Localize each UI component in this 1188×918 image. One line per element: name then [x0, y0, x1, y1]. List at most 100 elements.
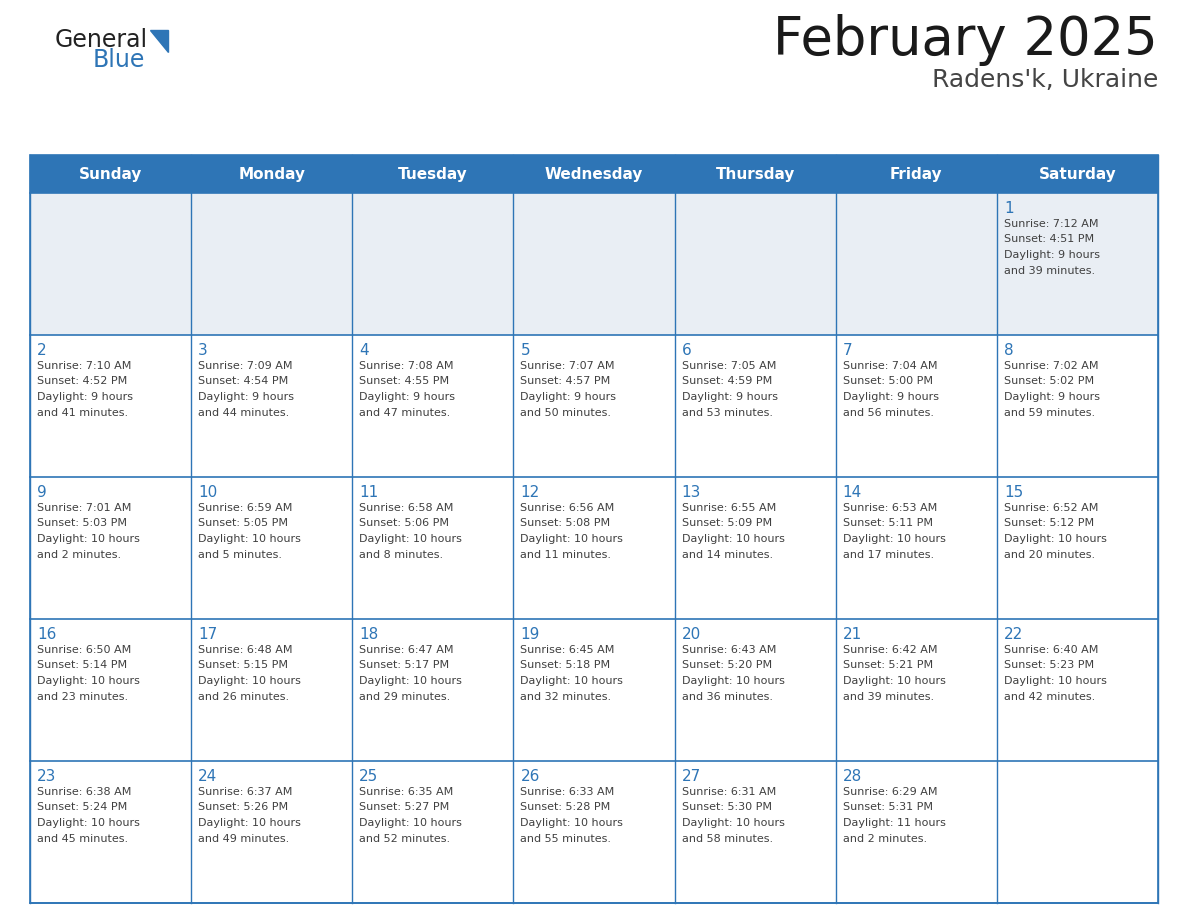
Text: Daylight: 10 hours: Daylight: 10 hours [198, 676, 301, 686]
Text: Sunrise: 6:55 AM: Sunrise: 6:55 AM [682, 503, 776, 513]
Text: Sunset: 4:59 PM: Sunset: 4:59 PM [682, 376, 772, 386]
Text: Sunset: 5:31 PM: Sunset: 5:31 PM [842, 802, 933, 812]
Text: 19: 19 [520, 627, 539, 642]
Bar [353, 761, 513, 903]
Text: Sunset: 5:06 PM: Sunset: 5:06 PM [359, 519, 449, 529]
Text: and 32 minutes.: and 32 minutes. [520, 691, 612, 701]
Text: Blue: Blue [93, 48, 145, 72]
Text: and 39 minutes.: and 39 minutes. [842, 691, 934, 701]
Text: Sunset: 5:28 PM: Sunset: 5:28 PM [520, 802, 611, 812]
Text: Sunset: 5:30 PM: Sunset: 5:30 PM [682, 802, 771, 812]
Text: and 45 minutes.: and 45 minutes. [37, 834, 128, 844]
Text: Sunset: 5:05 PM: Sunset: 5:05 PM [198, 519, 289, 529]
Text: 4: 4 [359, 343, 369, 358]
Text: Sunrise: 6:29 AM: Sunrise: 6:29 AM [842, 787, 937, 797]
Text: 9: 9 [37, 485, 46, 500]
Text: Daylight: 10 hours: Daylight: 10 hours [520, 534, 624, 544]
Text: and 8 minutes.: and 8 minutes. [359, 550, 443, 559]
Text: Daylight: 10 hours: Daylight: 10 hours [198, 534, 301, 544]
Text: Sunrise: 6:43 AM: Sunrise: 6:43 AM [682, 645, 776, 655]
Text: Sunset: 5:03 PM: Sunset: 5:03 PM [37, 519, 127, 529]
Text: Thursday: Thursday [715, 166, 795, 182]
Bar [353, 335, 513, 477]
Text: Daylight: 9 hours: Daylight: 9 hours [359, 392, 455, 402]
Bar [835, 193, 997, 335]
Text: Sunrise: 6:37 AM: Sunrise: 6:37 AM [198, 787, 292, 797]
Text: Sunrise: 6:56 AM: Sunrise: 6:56 AM [520, 503, 614, 513]
Text: 26: 26 [520, 769, 539, 784]
Bar [675, 335, 835, 477]
Text: and 23 minutes.: and 23 minutes. [37, 691, 128, 701]
Text: Sunrise: 6:48 AM: Sunrise: 6:48 AM [198, 645, 292, 655]
Text: 15: 15 [1004, 485, 1023, 500]
Bar [513, 477, 675, 619]
Text: Sunrise: 6:38 AM: Sunrise: 6:38 AM [37, 787, 132, 797]
Text: Sunrise: 7:10 AM: Sunrise: 7:10 AM [37, 361, 132, 371]
Bar [675, 619, 835, 761]
Text: Daylight: 9 hours: Daylight: 9 hours [1004, 392, 1100, 402]
Text: Sunrise: 6:40 AM: Sunrise: 6:40 AM [1004, 645, 1098, 655]
Text: Sunset: 5:11 PM: Sunset: 5:11 PM [842, 519, 933, 529]
Bar [675, 193, 835, 335]
Text: Friday: Friday [890, 166, 942, 182]
Text: and 11 minutes.: and 11 minutes. [520, 550, 612, 559]
Bar [191, 193, 353, 335]
Text: and 52 minutes.: and 52 minutes. [359, 834, 450, 844]
Text: Sunset: 4:57 PM: Sunset: 4:57 PM [520, 376, 611, 386]
Text: and 26 minutes.: and 26 minutes. [198, 691, 289, 701]
Bar [353, 477, 513, 619]
Text: Daylight: 10 hours: Daylight: 10 hours [520, 818, 624, 828]
Text: Sunset: 4:55 PM: Sunset: 4:55 PM [359, 376, 449, 386]
Text: Sunset: 5:08 PM: Sunset: 5:08 PM [520, 519, 611, 529]
Text: Monday: Monday [239, 166, 305, 182]
Text: Daylight: 10 hours: Daylight: 10 hours [359, 534, 462, 544]
Bar [30, 619, 191, 761]
Bar [191, 761, 353, 903]
Text: and 29 minutes.: and 29 minutes. [359, 691, 450, 701]
Text: Sunrise: 7:07 AM: Sunrise: 7:07 AM [520, 361, 615, 371]
Text: Sunrise: 6:58 AM: Sunrise: 6:58 AM [359, 503, 454, 513]
Bar [835, 477, 997, 619]
Bar [835, 335, 997, 477]
Text: Daylight: 10 hours: Daylight: 10 hours [37, 818, 140, 828]
Bar [675, 477, 835, 619]
Text: Sunrise: 7:08 AM: Sunrise: 7:08 AM [359, 361, 454, 371]
Bar [997, 477, 1158, 619]
Text: and 50 minutes.: and 50 minutes. [520, 408, 612, 418]
Text: Daylight: 10 hours: Daylight: 10 hours [842, 676, 946, 686]
Text: Daylight: 10 hours: Daylight: 10 hours [1004, 676, 1107, 686]
Text: Sunset: 5:00 PM: Sunset: 5:00 PM [842, 376, 933, 386]
Bar [30, 761, 191, 903]
Bar [30, 155, 1158, 903]
Text: Daylight: 10 hours: Daylight: 10 hours [1004, 534, 1107, 544]
Text: and 49 minutes.: and 49 minutes. [198, 834, 290, 844]
Text: Sunset: 5:12 PM: Sunset: 5:12 PM [1004, 519, 1094, 529]
Text: Daylight: 9 hours: Daylight: 9 hours [842, 392, 939, 402]
Text: Sunset: 4:52 PM: Sunset: 4:52 PM [37, 376, 127, 386]
Text: Sunset: 5:24 PM: Sunset: 5:24 PM [37, 802, 127, 812]
Text: Tuesday: Tuesday [398, 166, 468, 182]
Text: Sunset: 5:21 PM: Sunset: 5:21 PM [842, 660, 933, 670]
Text: and 20 minutes.: and 20 minutes. [1004, 550, 1095, 559]
Text: and 41 minutes.: and 41 minutes. [37, 408, 128, 418]
Text: Wednesday: Wednesday [545, 166, 643, 182]
Text: Daylight: 10 hours: Daylight: 10 hours [682, 534, 784, 544]
Bar [997, 761, 1158, 903]
Text: Sunset: 4:51 PM: Sunset: 4:51 PM [1004, 234, 1094, 244]
Bar [513, 335, 675, 477]
Text: 27: 27 [682, 769, 701, 784]
Text: 17: 17 [198, 627, 217, 642]
Text: and 44 minutes.: and 44 minutes. [198, 408, 290, 418]
Text: 22: 22 [1004, 627, 1023, 642]
Text: and 59 minutes.: and 59 minutes. [1004, 408, 1095, 418]
Text: Sunrise: 6:47 AM: Sunrise: 6:47 AM [359, 645, 454, 655]
Text: 5: 5 [520, 343, 530, 358]
Text: Daylight: 9 hours: Daylight: 9 hours [198, 392, 295, 402]
Text: and 5 minutes.: and 5 minutes. [198, 550, 282, 559]
Text: General: General [55, 28, 148, 52]
Text: Sunset: 5:26 PM: Sunset: 5:26 PM [198, 802, 289, 812]
Polygon shape [150, 30, 168, 52]
Text: Sunset: 5:17 PM: Sunset: 5:17 PM [359, 660, 449, 670]
Text: Sunrise: 6:59 AM: Sunrise: 6:59 AM [198, 503, 292, 513]
Text: 6: 6 [682, 343, 691, 358]
